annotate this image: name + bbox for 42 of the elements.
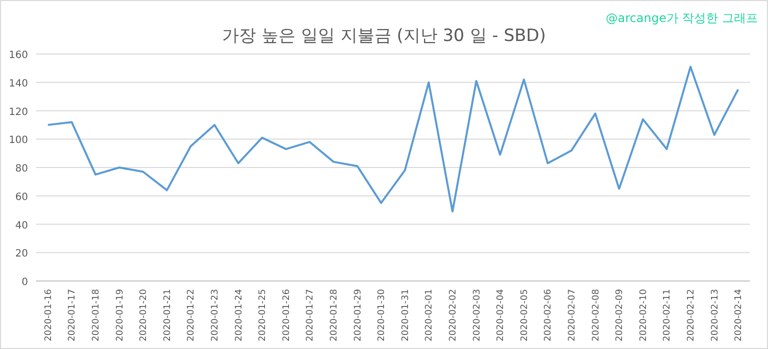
x-tick-label: 2020-02-12 <box>686 289 696 342</box>
y-tick-label: 40 <box>15 220 28 232</box>
x-tick-label: 2020-02-02 <box>448 289 458 342</box>
x-tick-label: 2020-02-11 <box>662 289 673 342</box>
x-tick-label: 2020-01-16 <box>44 288 54 342</box>
x-tick-label: 2020-01-31 <box>400 289 411 342</box>
x-tick-label: 2020-02-14 <box>734 288 744 342</box>
x-tick-label: 2020-01-18 <box>92 288 102 342</box>
x-tick-label: 2020-02-13 <box>710 289 720 342</box>
x-tick-label: 2020-02-04 <box>496 288 506 342</box>
x-tick-label: 2020-01-27 <box>306 289 316 342</box>
x-tick-label: 2020-02-06 <box>544 288 554 342</box>
x-tick-label: 2020-02-09 <box>615 288 626 342</box>
x-tick-label: 2020-02-10 <box>638 288 649 342</box>
x-tick-label: 2020-01-29 <box>353 288 364 342</box>
x-tick-label: 2020-02-05 <box>520 289 530 342</box>
x-tick-label: 2020-01-25 <box>258 289 268 342</box>
y-tick-label: 120 <box>8 106 28 118</box>
y-tick-label: 60 <box>15 192 28 203</box>
x-tick-label: 2020-01-19 <box>115 288 126 342</box>
x-tick-label: 2020-01-17 <box>68 289 78 342</box>
x-tick-label: 2020-01-28 <box>330 288 340 342</box>
y-tick-label: 80 <box>15 164 28 174</box>
chart-title: 가장 높은 일일 지불금 (지난 30 일 - SBD) <box>222 26 546 46</box>
y-tick-label: 100 <box>8 135 28 146</box>
x-tick-label: 2020-01-30 <box>377 288 388 342</box>
x-tick-label: 2020-02-08 <box>591 288 602 342</box>
x-tick-label: 2020-02-03 <box>472 289 482 342</box>
y-tick-label: 20 <box>15 248 28 260</box>
x-tick-label: 2020-01-22 <box>186 289 197 342</box>
x-tick-label: 2020-01-23 <box>210 289 220 342</box>
y-tick-label: 0 <box>22 277 28 288</box>
x-tick-label: 2020-01-26 <box>282 288 292 342</box>
text: @arcange가 작성한 그래프 <box>606 11 758 25</box>
x-tick-label: 2020-01-21 <box>162 289 173 342</box>
line-series <box>46 66 740 212</box>
x-tick-label: 2020-02-01 <box>424 289 435 342</box>
y-tick-label: 160 <box>8 50 28 61</box>
x-tick-label: 2020-01-20 <box>139 288 150 342</box>
x-tick-label: 2020-02-07 <box>568 289 578 342</box>
x-tick-label: 2020-01-24 <box>234 288 244 342</box>
y-tick-label: 140 <box>8 78 28 90</box>
